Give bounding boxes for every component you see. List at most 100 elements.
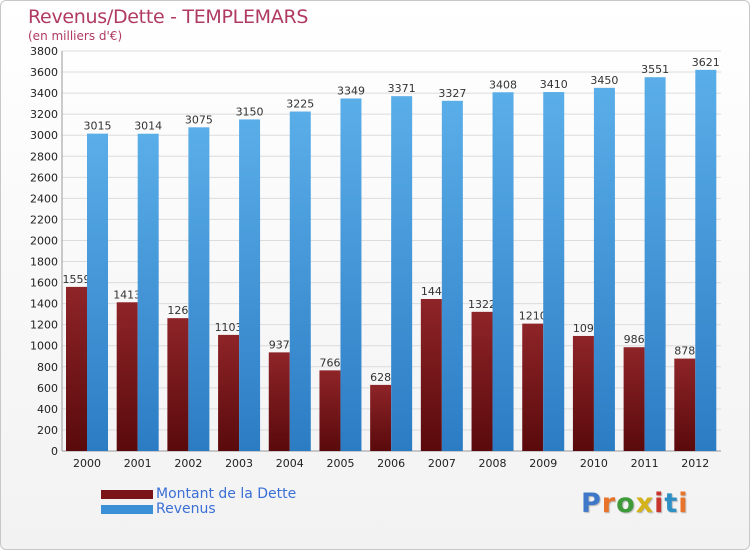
bar-revenus [593,87,615,451]
chart-title: Revenus/Dette - TEMPLEMARS [28,6,309,28]
x-tick-label: 2008 [479,457,507,470]
y-tick-label: 800 [37,361,58,374]
bar-revenus [239,119,261,451]
data-label-revenus: 3225 [286,98,314,111]
x-tick-label: 2000 [73,457,101,470]
bar-revenus [340,98,362,451]
bar-revenus [289,111,311,452]
data-label-dette: 986 [624,333,645,346]
bar-dette [116,302,138,451]
legend-label-dette: Montant de la Dette [156,486,297,502]
logo-letter: o [616,488,636,519]
bar-dette [522,323,544,451]
logo-letter: r [601,488,617,519]
data-label-dette: 878 [674,345,695,358]
x-tick-label: 2006 [377,457,405,470]
y-tick-label: 600 [37,382,58,395]
bar-dette [420,299,442,451]
y-tick-label: 2600 [30,171,58,184]
bar-revenus [543,92,565,451]
y-tick-label: 3400 [30,87,58,100]
y-tick-label: 3000 [30,129,58,142]
bar-revenus [695,69,717,451]
proxiti-logo: Proxiti [581,488,689,519]
data-label-dette: 1210 [519,310,547,323]
bar-dette [218,334,240,451]
data-label-dette: 109 [573,322,594,335]
data-label-dette: 766 [319,356,340,369]
bar-dette [674,358,696,451]
data-label-dette: 628 [370,371,391,384]
x-tick-label: 2003 [225,457,253,470]
logo-letter: t [664,488,679,519]
data-label-dette: 1559 [63,273,91,286]
logo-letter: P [581,488,602,519]
data-label-revenus: 3408 [489,78,517,91]
bar-revenus [644,77,666,452]
y-tick-label: 1000 [30,340,58,353]
data-label-revenus: 3410 [540,78,568,91]
bar-dette [268,352,290,451]
data-label-dette: 144 [421,285,442,298]
y-tick-label: 1200 [30,319,58,332]
x-tick-label: 2004 [276,457,304,470]
logo-letter: x [635,488,655,519]
bar-revenus [87,133,108,451]
y-tick-label: 2000 [30,234,58,247]
y-tick-label: 1600 [30,277,58,290]
y-tick-label: 0 [51,445,58,458]
x-tick-label: 2010 [580,457,608,470]
bar-revenus [188,127,210,451]
y-tick-label: 2200 [30,213,58,226]
y-tick-label: 3600 [30,66,58,79]
bar-revenus [391,96,413,451]
x-tick-label: 2007 [428,457,456,470]
bar-revenus [441,100,463,451]
data-label-revenus: 3014 [134,120,162,133]
bar-revenus [137,133,159,451]
y-tick-label: 3200 [30,108,58,121]
x-tick-label: 2005 [326,457,354,470]
y-tick-label: 1400 [30,298,58,311]
logo-letter: i [654,488,665,519]
bar-dette [167,318,189,451]
bar-dette [370,384,392,451]
legend-swatch-dette [101,490,153,499]
data-label-dette: 126 [167,304,188,317]
legend-label-revenus: Revenus [156,501,216,517]
y-tick-label: 200 [37,424,58,437]
bar-dette [623,347,645,451]
data-label-dette: 1413 [113,288,141,301]
data-label-revenus: 3150 [236,105,264,118]
chart-subtitle: (en milliers d'€) [28,29,123,43]
data-label-revenus: 3450 [590,74,618,87]
legend-swatch-revenus [101,505,153,514]
data-label-revenus: 3075 [185,113,213,126]
bar-dette [319,370,341,451]
x-tick-label: 2009 [529,457,557,470]
y-tick-label: 3800 [30,45,58,58]
bar-revenus [492,92,514,452]
y-tick-label: 2800 [30,150,58,163]
data-label-dette: 937 [269,338,290,351]
y-tick-label: 2400 [30,192,58,205]
data-label-revenus: 3621 [692,56,720,69]
data-label-revenus: 3371 [388,82,416,95]
x-tick-label: 2012 [681,457,709,470]
bar-dette [572,335,594,451]
data-label-dette: 1322 [468,298,496,311]
data-label-dette: 1103 [215,321,243,334]
y-tick-label: 1800 [30,256,58,269]
x-tick-label: 2001 [124,457,152,470]
data-label-revenus: 3015 [84,120,112,133]
data-label-revenus: 3551 [641,63,669,76]
bar-dette [471,311,493,451]
logo-letter: i [678,488,689,519]
x-tick-label: 2002 [174,457,202,470]
data-label-revenus: 3349 [337,84,365,97]
bar-dette [66,286,87,451]
y-tick-label: 400 [37,403,58,416]
x-tick-label: 2011 [631,457,659,470]
